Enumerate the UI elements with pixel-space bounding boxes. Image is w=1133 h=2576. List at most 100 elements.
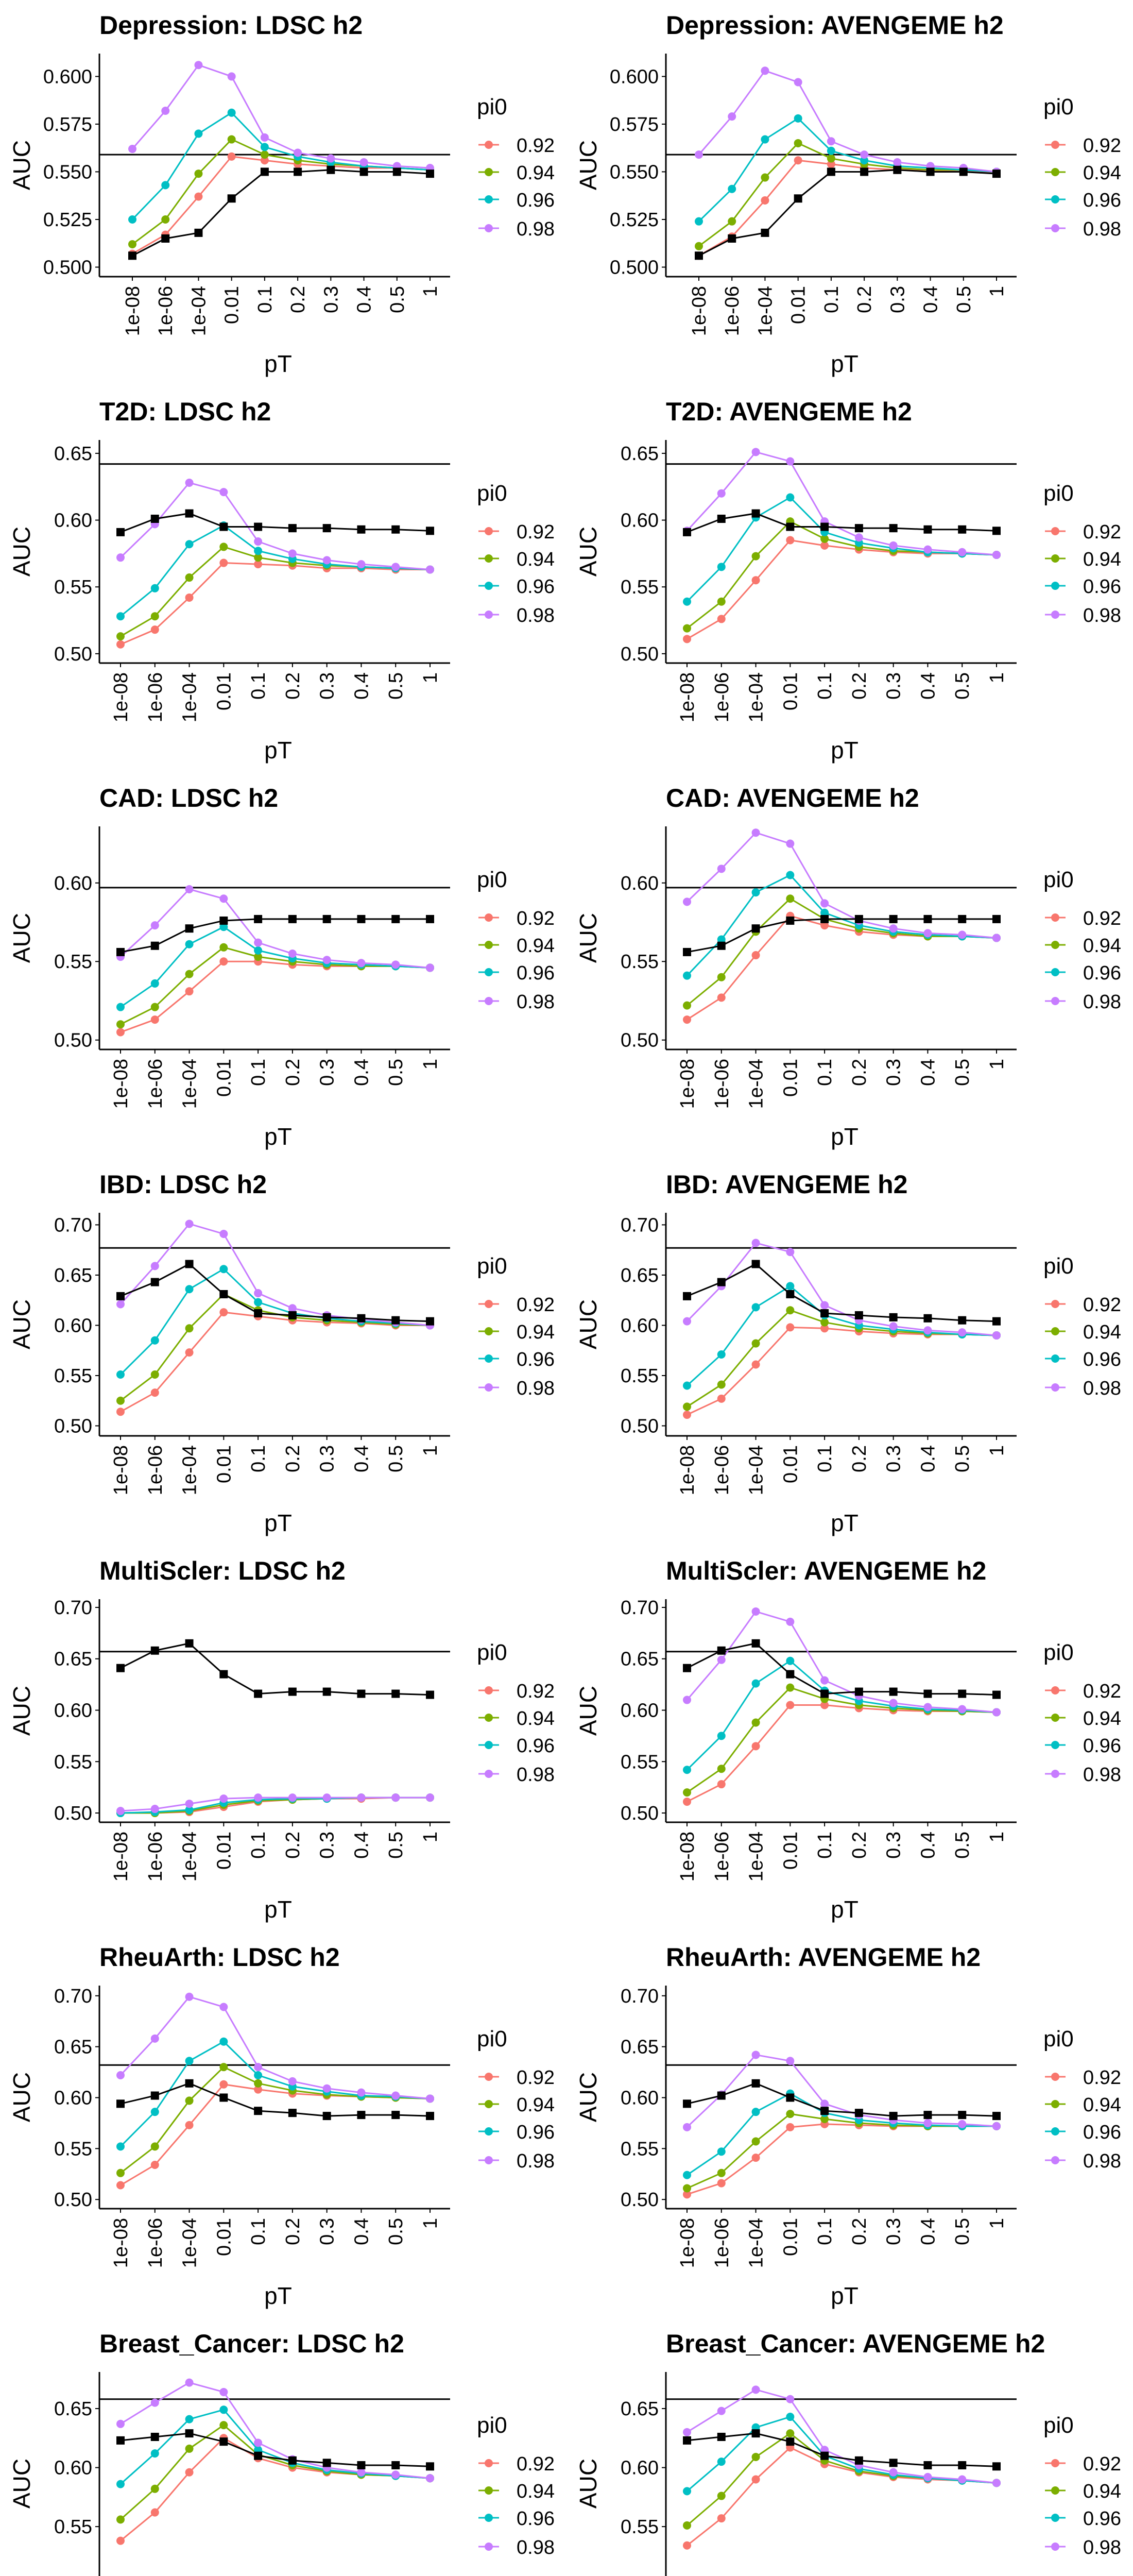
data-point xyxy=(751,2108,760,2116)
reference-point xyxy=(889,2112,898,2121)
legend-key-dot xyxy=(1051,582,1059,590)
data-point xyxy=(683,1317,691,1326)
data-point xyxy=(717,993,726,1002)
reference-point xyxy=(219,916,228,925)
y-tick-label: 0.525 xyxy=(43,209,92,231)
data-point xyxy=(116,2142,125,2151)
x-tick-label: 0.2 xyxy=(282,1445,304,1472)
data-point xyxy=(116,1370,125,1379)
data-point xyxy=(717,2406,726,2415)
reference-point xyxy=(923,1689,932,1698)
data-point xyxy=(992,550,1001,559)
data-point xyxy=(185,1992,194,2001)
y-axis-label: AUC xyxy=(8,2072,35,2122)
series-line-0.98 xyxy=(120,2382,431,2479)
legend-key-dot xyxy=(1051,1383,1059,1392)
chart-panel: Depression: AVENGEME h2 0.500 0.525 0.550 0.… xyxy=(566,0,1133,386)
data-point xyxy=(254,2063,263,2072)
x-tick-label: 0.1 xyxy=(814,672,836,700)
x-tick-label: 0.5 xyxy=(953,286,975,313)
data-point xyxy=(288,1304,297,1313)
data-point xyxy=(260,143,269,151)
legend-title: pi0 xyxy=(1043,2413,1074,2438)
y-tick-label: 0.55 xyxy=(621,2138,659,2160)
x-tick-label: 1 xyxy=(420,672,441,683)
data-point xyxy=(128,145,136,154)
reference-point xyxy=(889,2459,898,2467)
y-tick-label: 0.50 xyxy=(54,2189,92,2211)
reference-point xyxy=(150,2433,159,2442)
data-point xyxy=(751,1607,760,1616)
y-tick-label: 0.60 xyxy=(54,1315,92,1336)
legend-title: pi0 xyxy=(477,867,507,892)
data-point xyxy=(294,148,302,157)
data-point xyxy=(254,1289,263,1298)
y-tick-label: 0.525 xyxy=(610,209,659,231)
data-point xyxy=(185,1800,194,1808)
x-tick-label: 0.3 xyxy=(883,1059,905,1086)
data-point xyxy=(794,114,802,123)
x-axis-label: pT xyxy=(831,1896,859,1923)
x-tick-label: 0.2 xyxy=(282,1832,304,1859)
reference-point xyxy=(923,525,932,534)
legend-label: 0.98 xyxy=(1083,991,1121,1013)
x-tick-label: 0.4 xyxy=(351,1059,372,1086)
chart-title: Depression: LDSC h2 xyxy=(99,11,363,40)
x-tick-label: 1e-04 xyxy=(179,672,201,722)
reference-point xyxy=(357,914,366,923)
x-tick-label: 1e-08 xyxy=(677,1832,698,1882)
series-line-0.92 xyxy=(120,562,430,646)
reference-series-line xyxy=(120,1642,431,1696)
x-tick-label: 1e-08 xyxy=(110,2218,132,2268)
chart-panel: IBD: LDSC h2 0.50 0.55 0.60 0.65 0.70 1e-08 1e-… xyxy=(0,1159,566,1546)
legend-label: 0.98 xyxy=(517,2537,555,2558)
data-point xyxy=(717,2458,726,2466)
series-line-0.94 xyxy=(686,1686,997,1793)
x-tick-label: 0.01 xyxy=(788,286,810,324)
data-point xyxy=(185,1285,194,1294)
legend-label: 0.92 xyxy=(517,135,555,157)
legend-label: 0.96 xyxy=(1083,1735,1121,1757)
reference-point xyxy=(992,2112,1001,2121)
data-point xyxy=(751,2137,760,2146)
series-line-0.94 xyxy=(120,2066,431,2174)
y-axis-label: AUC xyxy=(575,140,602,190)
data-point xyxy=(116,640,125,649)
chart-panel: RheuArth: AVENGEME h2 0.50 0.55 0.60 0.65 0.7… xyxy=(566,1932,1133,2318)
y-tick-label: 0.65 xyxy=(54,2398,92,2420)
series-line-0.94 xyxy=(120,946,431,1025)
data-point xyxy=(820,1318,829,1327)
data-point xyxy=(717,1380,726,1389)
reference-point xyxy=(683,2436,691,2445)
reference-point xyxy=(288,1687,297,1696)
data-point xyxy=(150,625,159,634)
data-point xyxy=(150,612,159,621)
legend-key-dot xyxy=(1051,2543,1059,2551)
legend-label: 0.94 xyxy=(1083,549,1121,570)
data-point xyxy=(116,1020,125,1029)
data-point xyxy=(786,536,795,545)
reference-point xyxy=(717,1646,726,1655)
data-point xyxy=(761,66,769,75)
data-point xyxy=(185,2415,194,2424)
data-point xyxy=(683,1766,691,1774)
series-line-0.96 xyxy=(686,1659,997,1771)
data-point xyxy=(116,612,125,621)
data-point xyxy=(391,1793,400,1802)
legend-key-dot xyxy=(1051,611,1059,619)
data-point xyxy=(794,139,802,147)
data-point xyxy=(717,1655,726,1664)
x-tick-label: 0.2 xyxy=(282,2218,304,2245)
legend-key-dot xyxy=(1051,2459,1059,2467)
x-tick-label: 1e-08 xyxy=(677,1059,698,1109)
reference-point xyxy=(683,1664,691,1672)
data-point xyxy=(254,1298,263,1307)
legend-label: 0.96 xyxy=(1083,190,1121,211)
y-tick-label: 0.55 xyxy=(54,951,92,973)
legend-label: 0.98 xyxy=(1083,218,1121,240)
y-tick-label: 0.70 xyxy=(54,1597,92,1619)
chart-panel: T2D: LDSC h2 0.50 0.55 0.60 0.65 1e-08 1e-06 1e… xyxy=(0,386,566,773)
legend-label: 0.92 xyxy=(517,1294,555,1316)
reference-point xyxy=(322,1687,331,1696)
x-tick-label: 1 xyxy=(986,286,1008,297)
